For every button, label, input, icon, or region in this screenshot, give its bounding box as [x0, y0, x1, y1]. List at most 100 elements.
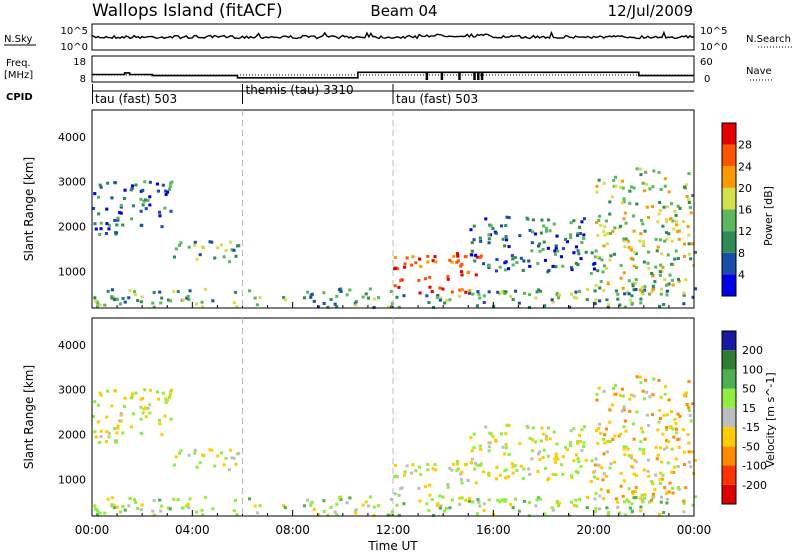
heatmap-cell: [602, 289, 606, 293]
heatmap-cell: [333, 510, 337, 514]
heatmap-cell: [667, 398, 671, 402]
heatmap-cell: [354, 300, 358, 304]
heatmap-cell: [230, 456, 234, 460]
frequency-spike: [425, 72, 429, 80]
heatmap-cell: [317, 305, 321, 309]
heatmap-cell: [92, 415, 96, 418]
heatmap-cell: [509, 295, 513, 298]
heatmap-cell: [143, 388, 147, 392]
heatmap-cell: [110, 295, 114, 299]
heatmap-cell: [663, 278, 667, 282]
heatmap-cell: [488, 441, 492, 445]
heatmap-cell: [439, 296, 443, 300]
heatmap-cell: [460, 470, 464, 474]
heatmap-cell: [426, 260, 430, 264]
heatmap-cell: [498, 292, 502, 296]
heatmap-cell: [627, 500, 631, 504]
heatmap-cell: [348, 288, 352, 292]
heatmap-cell: [312, 299, 316, 303]
heatmap-cell: [691, 503, 695, 507]
nsky-tick-top: 10^5: [61, 26, 88, 37]
heatmap-cell: [167, 395, 171, 399]
heatmap-cell: [677, 437, 681, 441]
heatmap-cell: [683, 450, 687, 454]
heatmap-cell: [112, 503, 116, 507]
heatmap-cell: [577, 460, 581, 464]
heatmap-cell: [670, 202, 674, 206]
heatmap-cell: [367, 296, 371, 300]
heatmap-cell: [195, 302, 199, 306]
heatmap-cell: [203, 495, 207, 499]
heatmap-cell: [452, 462, 456, 466]
heatmap-cell: [513, 256, 517, 260]
heatmap-cell: [97, 195, 101, 199]
heatmap-cell: [550, 506, 554, 510]
heatmap-cell: [675, 223, 679, 227]
heatmap-cell: [203, 287, 207, 291]
heatmap-cell: [166, 506, 170, 510]
heatmap-cell: [519, 464, 523, 468]
heatmap-cell: [655, 457, 659, 461]
heatmap-cell: [131, 392, 135, 396]
heatmap-cell: [428, 285, 432, 289]
heatmap-cell: [537, 452, 541, 456]
nsky-tick-bottom: 10^0: [61, 42, 88, 53]
heatmap-cell: [393, 492, 397, 496]
heatmap-cell: [628, 298, 632, 302]
heatmap-cell: [623, 305, 627, 309]
heatmap-cell: [643, 493, 647, 497]
heatmap-cell: [550, 298, 554, 302]
heatmap-cell: [216, 454, 220, 458]
heatmap-cell: [172, 497, 176, 501]
heatmap-cell: [394, 266, 398, 270]
heatmap-cell: [156, 397, 160, 401]
heatmap-cell: [110, 404, 114, 408]
heatmap-cell: [152, 513, 156, 517]
heatmap-cell: [608, 212, 612, 216]
heatmap-cell: [148, 203, 152, 207]
heatmap-cell: [130, 425, 134, 429]
heatmap-cell: [397, 305, 401, 309]
heatmap-cell: [682, 291, 686, 295]
heatmap-cell: [216, 246, 220, 250]
heatmap-cell: [631, 282, 635, 286]
heatmap-cell: [606, 232, 610, 235]
heatmap-cell: [446, 275, 450, 278]
heatmap-cell: [639, 301, 643, 305]
heatmap-cell: [227, 468, 231, 472]
colorbar-segment: [722, 388, 736, 408]
heatmap-cell: [195, 257, 199, 261]
heatmap-cell: [635, 266, 639, 270]
colorbar-segment: [722, 350, 736, 370]
heatmap-cell: [161, 183, 165, 187]
heatmap-cell: [329, 506, 333, 509]
heatmap-cell: [419, 473, 423, 477]
heatmap-cell: [641, 430, 645, 434]
heatmap-cell: [577, 252, 581, 256]
heatmap-cell: [335, 305, 339, 309]
heatmap-cell: [576, 231, 580, 235]
heatmap-cell: [623, 513, 627, 517]
heatmap-cell: [603, 225, 607, 229]
heatmap-cell: [570, 476, 574, 480]
heatmap-cell: [211, 299, 215, 303]
heatmap-cell: [632, 214, 636, 218]
heatmap-cell: [399, 279, 403, 283]
heatmap-cell: [187, 245, 191, 249]
heatmap-cell: [670, 447, 674, 451]
heatmap-cell: [632, 229, 636, 233]
heatmap-cell: [674, 457, 678, 461]
heatmap-cell: [471, 500, 475, 504]
heatmap-cell: [600, 258, 604, 262]
heatmap-cell: [663, 486, 667, 490]
heatmap-cell: [235, 305, 239, 309]
heatmap-cell: [594, 283, 598, 287]
heatmap-cell: [555, 234, 559, 238]
heatmap-cell: [141, 411, 145, 415]
heatmap-cell: [163, 206, 167, 210]
colorbar-segment: [722, 407, 736, 428]
heatmap-cell: [596, 269, 600, 273]
heatmap-cell: [688, 205, 692, 209]
time-tick: 00:00: [677, 523, 712, 537]
heatmap-cell: [99, 221, 103, 225]
